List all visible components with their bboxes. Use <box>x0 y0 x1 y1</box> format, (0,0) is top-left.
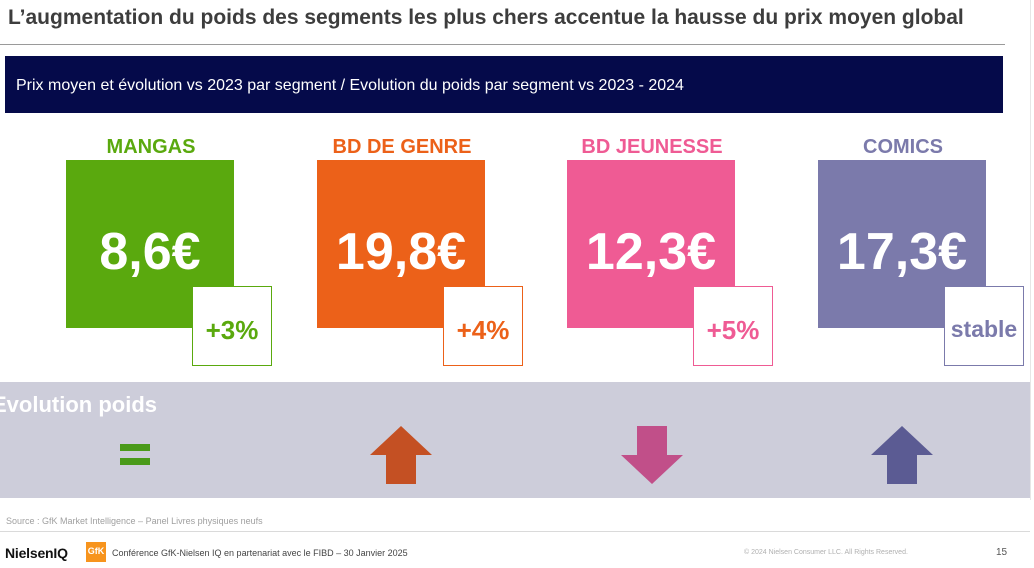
arrow-up-icon <box>871 426 933 484</box>
gfk-logo: GfK <box>86 542 106 562</box>
segment-price: 8,6€ <box>99 223 201 281</box>
slide-title: L’augmentation du poids des segments les… <box>8 6 964 29</box>
segment-label: COMICS <box>863 136 943 158</box>
band-label: Evolution poids <box>0 392 157 417</box>
copyright-text: © 2024 Nielsen Consumer LLC. All Rights … <box>744 549 908 556</box>
gfk-logo-text: GfK <box>87 546 105 556</box>
page-number: 15 <box>996 547 1008 558</box>
segment-change-box: +5% <box>693 286 773 366</box>
segment-price: 12,3€ <box>585 223 717 281</box>
segment-change: stable <box>950 316 1018 342</box>
segment-comics: COMICS 17,3€ stable <box>818 136 1028 376</box>
footer-divider <box>0 531 1030 532</box>
subtitle-banner: Prix moyen et évolution vs 2023 par segm… <box>5 56 1003 113</box>
segment-change-box: +4% <box>443 286 523 366</box>
segment-mangas: MANGAS 8,6€ +3% <box>66 136 276 376</box>
segment-bd-de-genre: BD DE GENRE 19,8€ +4% <box>317 136 527 376</box>
conference-text: Conférence GfK-Nielsen IQ en partenariat… <box>112 548 408 558</box>
segment-change: +4% <box>456 315 510 345</box>
segment-change-box: +3% <box>192 286 272 366</box>
segment-bd-jeunesse: BD JEUNESSE 12,3€ +5% <box>567 136 777 376</box>
segment-change: +5% <box>706 315 760 345</box>
weight-evolution-band: Evolution poids <box>0 382 1030 498</box>
segment-change-box: stable <box>944 286 1024 366</box>
segment-label: BD JEUNESSE <box>581 136 723 158</box>
equals-icon <box>120 444 150 465</box>
segment-price: 19,8€ <box>335 223 467 281</box>
slide-edge <box>1030 0 1031 500</box>
segment-price-box: 17,3€ <box>818 160 986 328</box>
segment-change: +3% <box>205 315 259 345</box>
arrow-up-icon <box>370 426 432 484</box>
banner-text: Prix moyen et évolution vs 2023 par segm… <box>16 77 684 94</box>
segment-price-box: 8,6€ <box>66 160 234 328</box>
segment-label: BD DE GENRE <box>332 136 472 158</box>
arrow-down-icon <box>621 426 683 484</box>
segment-price: 17,3€ <box>836 223 968 281</box>
title-divider <box>0 44 1005 45</box>
segment-label: MANGAS <box>106 136 196 158</box>
source-note: Source : GfK Market Intelligence – Panel… <box>6 516 263 526</box>
nielseniq-logo: NielsenIQ <box>5 545 68 561</box>
